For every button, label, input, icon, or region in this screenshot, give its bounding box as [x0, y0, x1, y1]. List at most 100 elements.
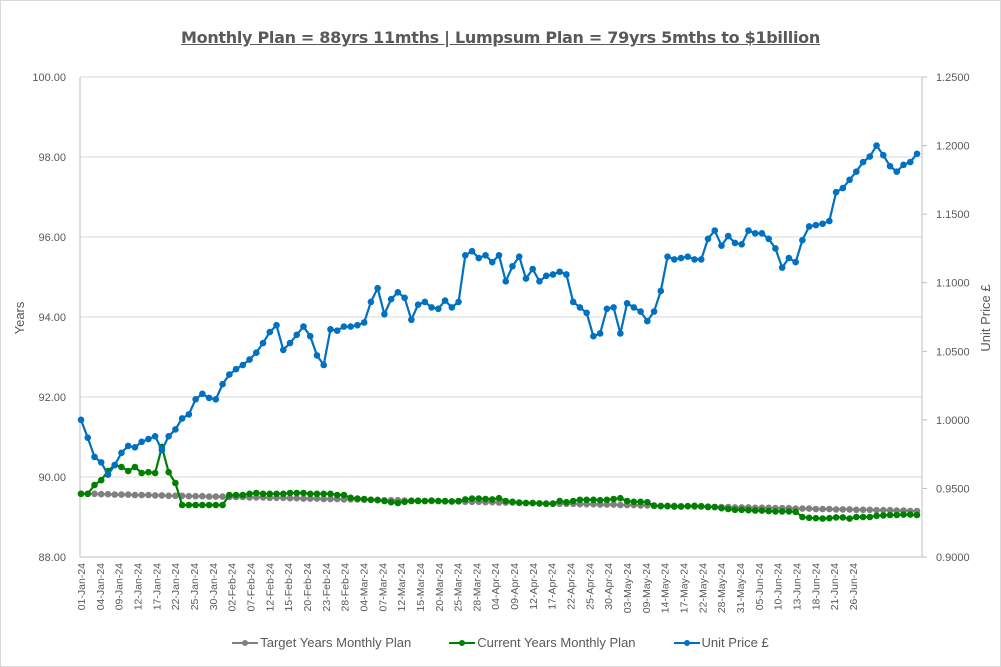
data-point — [394, 499, 402, 507]
data-point — [846, 176, 853, 184]
y-axis-title: Years — [12, 301, 27, 334]
data-point — [374, 284, 381, 292]
x-tick-label: 28-Mar-24 — [471, 563, 483, 612]
data-point — [111, 461, 119, 469]
x-tick-label: 10-Jun-24 — [773, 563, 785, 610]
data-point — [596, 330, 604, 337]
data-point — [205, 493, 213, 500]
data-point — [178, 415, 186, 422]
data-point — [664, 253, 671, 260]
data-point — [805, 505, 813, 512]
x-tick-label: 15-Feb-24 — [283, 563, 295, 612]
data-point — [219, 493, 226, 500]
x-tick-label: 01-Jan-24 — [76, 563, 88, 610]
data-point — [832, 514, 840, 521]
data-point — [320, 495, 328, 503]
y2-axis-title: Unit Price £ — [978, 284, 993, 352]
x-tick-label: 02-Feb-24 — [227, 563, 239, 612]
x-tick-label: 17-May-24 — [679, 563, 691, 613]
data-point — [556, 268, 563, 276]
data-point — [637, 308, 644, 315]
data-point — [354, 495, 361, 502]
data-point — [293, 489, 301, 497]
data-point — [515, 499, 523, 506]
data-point — [758, 507, 766, 514]
data-point — [853, 506, 860, 514]
y-tick-label: 94.00 — [38, 312, 66, 324]
data-point — [232, 365, 240, 373]
data-point — [549, 271, 557, 278]
data-point — [367, 496, 375, 504]
x-tick-label: 25-Mar-24 — [453, 563, 465, 612]
data-point — [414, 497, 422, 505]
data-point — [306, 332, 314, 340]
data-point — [333, 327, 341, 335]
y2-tick-label: 1.0000 — [936, 415, 970, 427]
y-tick-label: 96.00 — [38, 232, 66, 244]
x-tick-label: 20-Mar-24 — [434, 563, 446, 612]
data-point — [650, 502, 658, 510]
chart-title: Monthly Plan = 88yrs 11mths | Lumpsum Pl… — [181, 28, 820, 47]
data-point — [913, 511, 921, 519]
data-point — [718, 242, 725, 249]
data-point — [792, 508, 799, 516]
data-point — [502, 497, 510, 505]
data-point — [401, 498, 408, 506]
data-point — [583, 309, 590, 317]
data-point — [778, 264, 786, 271]
legend: Target Years Monthly Plan Current Years … — [0, 635, 1001, 650]
data-point — [576, 304, 584, 311]
y2-tick-label: 1.1000 — [936, 278, 970, 290]
data-point — [252, 489, 260, 497]
data-point — [84, 434, 92, 441]
data-point — [906, 158, 914, 166]
data-point — [428, 304, 435, 311]
data-point — [293, 331, 301, 339]
x-tick-label: 21-Jun-24 — [829, 563, 841, 610]
data-point — [913, 150, 921, 158]
x-tick-label: 17-Apr-24 — [547, 563, 559, 610]
data-point — [401, 294, 408, 302]
data-point — [320, 490, 328, 498]
data-point — [185, 501, 193, 509]
data-point — [145, 435, 152, 443]
data-point — [866, 153, 874, 160]
x-tick-label: 07-Mar-24 — [377, 563, 389, 612]
data-point — [273, 321, 280, 329]
data-point — [529, 265, 537, 273]
data-point — [866, 506, 874, 514]
x-tick-label: 25-Jan-24 — [189, 563, 201, 610]
data-point — [266, 490, 274, 498]
x-tick-label: 13-Jun-24 — [792, 563, 804, 610]
series-unit-price — [77, 142, 921, 479]
data-point — [697, 256, 705, 263]
y-tick-label: 92.00 — [38, 392, 66, 404]
data-point — [327, 490, 334, 498]
data-point — [172, 479, 179, 487]
data-point — [603, 305, 611, 313]
data-point — [576, 496, 584, 504]
data-point — [138, 438, 145, 446]
data-point — [300, 489, 307, 497]
data-point — [886, 162, 894, 170]
data-point — [583, 496, 590, 504]
data-point — [97, 490, 105, 498]
data-point — [684, 502, 692, 510]
data-point — [846, 506, 853, 513]
x-tick-label: 09-Jan-24 — [114, 563, 126, 610]
data-point — [138, 491, 145, 499]
data-point — [408, 316, 415, 324]
data-point — [751, 507, 759, 514]
data-point — [124, 467, 132, 475]
data-point — [104, 471, 112, 479]
data-point — [724, 232, 732, 240]
data-point — [354, 321, 361, 329]
data-point — [542, 500, 550, 508]
data-point — [799, 236, 806, 244]
x-tick-label: 28-Feb-24 — [340, 563, 352, 612]
series-line — [79, 143, 918, 477]
x-tick-label: 31-May-24 — [735, 563, 747, 613]
data-point — [542, 272, 550, 280]
data-point — [374, 496, 381, 504]
data-point — [603, 501, 611, 508]
